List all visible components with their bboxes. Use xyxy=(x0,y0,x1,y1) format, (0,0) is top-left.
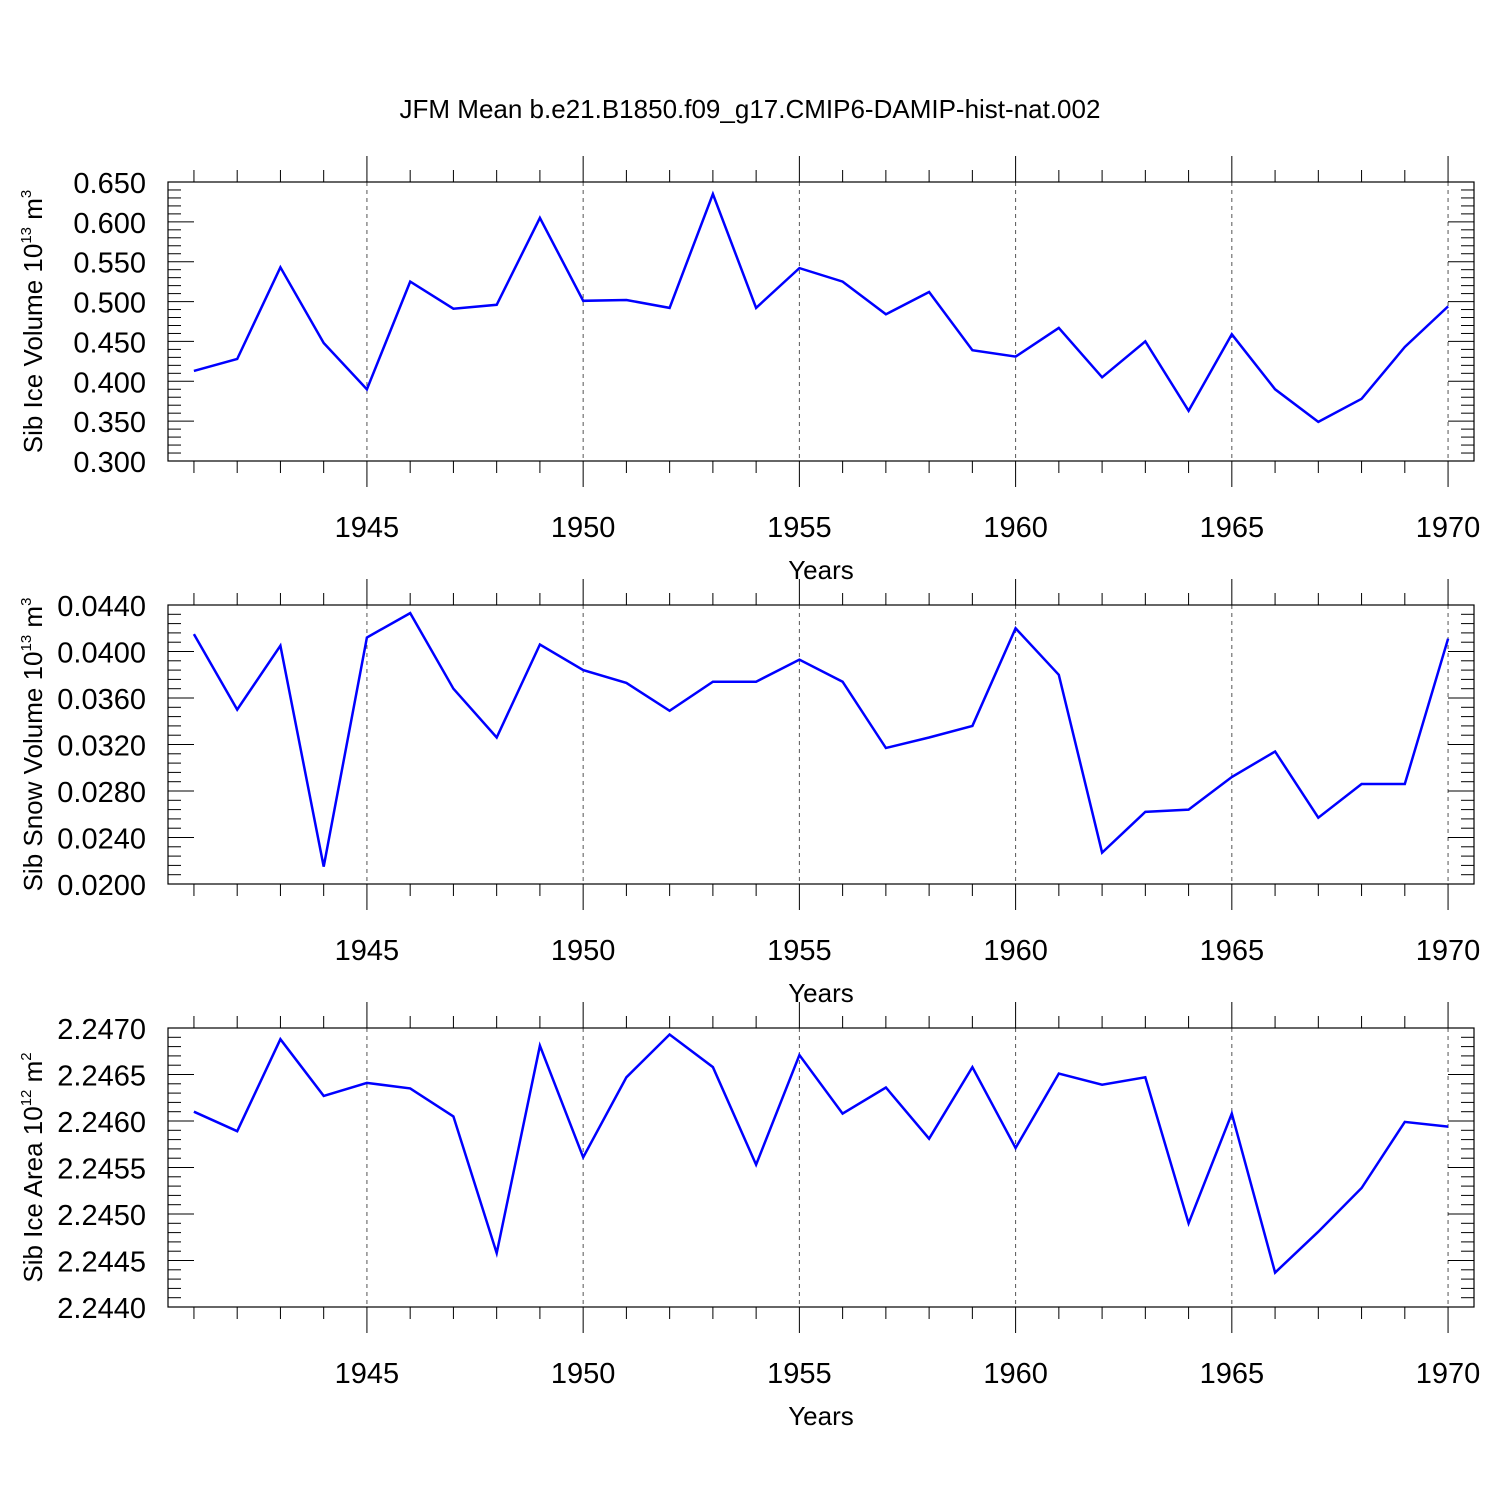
x-tick-label: 1960 xyxy=(983,935,1048,967)
x-tick-label: 1945 xyxy=(335,512,400,544)
y-tick-label: 0.0320 xyxy=(57,731,146,763)
series-line xyxy=(192,611,1450,867)
y-tick-label: 2.2465 xyxy=(57,1061,146,1093)
y-axis-title-exponent: 13 xyxy=(18,635,35,652)
y-axis-title-unit-exponent: 3 xyxy=(18,190,35,198)
x-tick-label: 1955 xyxy=(767,1358,832,1390)
y-axis-title: Sib Ice Volume 1013 m3 xyxy=(18,190,48,454)
x-tick-label: 1950 xyxy=(551,1358,616,1390)
x-tick-label: 1955 xyxy=(767,935,832,967)
y-tick-label: 0.0240 xyxy=(57,824,146,856)
x-tick-label: 1970 xyxy=(1416,935,1481,967)
y-tick-label: 0.0360 xyxy=(57,684,146,716)
panel-1: 1945 1950 1955 1960 1965 1970 0.300 0.350 0.400 0… xyxy=(18,156,1480,585)
y-tick-label: 2.2450 xyxy=(57,1200,146,1232)
y-axis-title-exponent: 12 xyxy=(18,1090,35,1107)
y-tick-label: 0.0400 xyxy=(57,638,146,670)
y-axis-title: Sib Ice Area 1012 m2 xyxy=(18,1052,48,1282)
x-tick-label: 1965 xyxy=(1200,1358,1265,1390)
x-tick-label: 1965 xyxy=(1200,512,1265,544)
y-axis-title-unit: m xyxy=(18,606,48,635)
y-tick-label: 0.0440 xyxy=(57,591,146,623)
x-axis-title: Years xyxy=(788,1401,854,1431)
plot-frame xyxy=(167,1027,1475,1308)
y-axis-title-exponent: 13 xyxy=(18,227,35,244)
x-tick-label: 1960 xyxy=(983,512,1048,544)
series-line xyxy=(193,190,1449,424)
y-tick-label: 0.450 xyxy=(73,327,146,359)
x-tick-label: 1945 xyxy=(335,1358,400,1390)
x-tick-label: 1950 xyxy=(551,935,616,967)
series-line xyxy=(193,1032,1449,1275)
y-axis-title: Sib Snow Volume 1013 m3 xyxy=(18,598,48,892)
x-axis-title: Years xyxy=(788,978,854,1008)
y-tick-label: 0.300 xyxy=(73,447,146,479)
x-tick-label: 1945 xyxy=(335,935,400,967)
y-tick-label: 0.550 xyxy=(73,248,146,280)
y-tick-label: 2.2440 xyxy=(57,1293,146,1325)
x-axis-title: Years xyxy=(788,555,854,585)
y-axis-title-text: Sib Ice Area 10 xyxy=(18,1106,48,1282)
x-tick-label: 1960 xyxy=(983,1358,1048,1390)
y-tick-label: 0.600 xyxy=(73,208,146,240)
y-axis-title-unit: m xyxy=(18,1061,48,1090)
chart-title: JFM Mean b.e21.B1850.f09_g17.CMIP6-DAMIP… xyxy=(400,94,1101,124)
y-tick-label: 0.650 xyxy=(73,168,146,200)
y-axis-title-text: Sib Snow Volume 10 xyxy=(18,651,48,891)
y-tick-label: 0.0280 xyxy=(57,777,146,809)
y-tick-label: 2.2470 xyxy=(57,1014,146,1046)
y-tick-label: 2.2445 xyxy=(57,1247,146,1279)
x-tick-label: 1970 xyxy=(1416,512,1481,544)
x-tick-label: 1955 xyxy=(767,512,832,544)
y-tick-label: 2.2455 xyxy=(57,1154,146,1186)
y-axis-title-text: Sib Ice Volume 10 xyxy=(18,244,48,454)
panel-2: 1945 1950 1955 1960 1965 1970 0.0200 0.0240 0.02… xyxy=(18,579,1480,1008)
chart-panels: 1945 1950 1955 1960 1965 1970 0.300 0.350 0.400 0… xyxy=(18,156,1480,1431)
panel-3: 1945 1950 1955 1960 1965 1970 2.2440 2.2445 2.24… xyxy=(18,1002,1480,1431)
x-tick-label: 1970 xyxy=(1416,1358,1481,1390)
y-tick-label: 0.500 xyxy=(73,288,146,320)
y-axis-title-unit: m xyxy=(18,198,48,227)
y-tick-label: 0.0200 xyxy=(57,870,146,902)
x-tick-label: 1950 xyxy=(551,512,616,544)
y-tick-label: 0.400 xyxy=(73,367,146,399)
y-tick-label: 0.350 xyxy=(73,407,146,439)
y-tick-label: 2.2460 xyxy=(57,1107,146,1139)
x-tick-label: 1965 xyxy=(1200,935,1265,967)
plot-frame xyxy=(167,181,1475,462)
y-axis-title-unit-exponent: 2 xyxy=(18,1052,35,1060)
y-axis-title-unit-exponent: 3 xyxy=(18,598,35,606)
